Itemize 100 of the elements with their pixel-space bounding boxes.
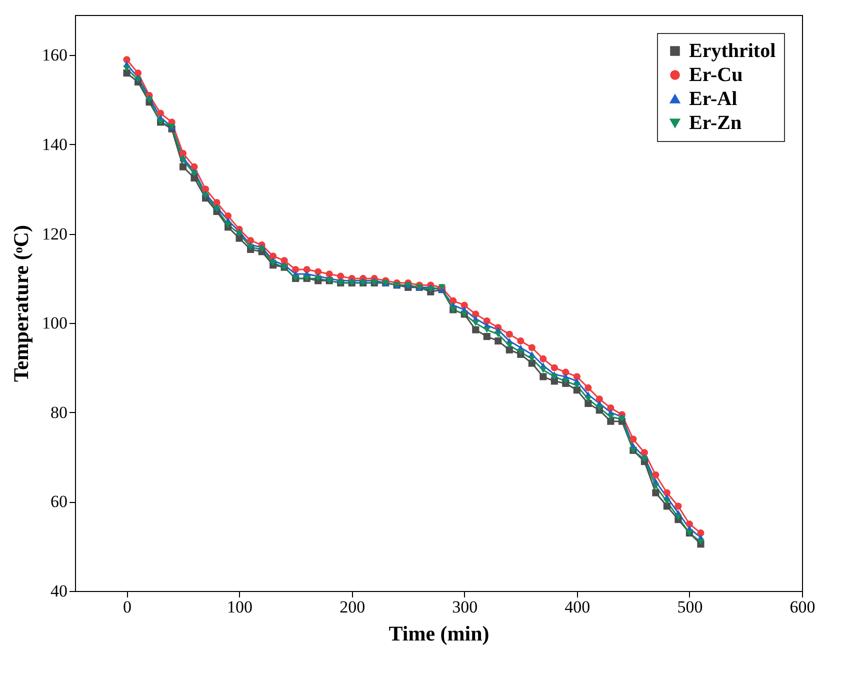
- point: [528, 360, 536, 367]
- point: [607, 418, 614, 425]
- y-tick-label: 40: [50, 582, 68, 600]
- point: [280, 257, 288, 264]
- point: [472, 326, 480, 334]
- point: [190, 163, 198, 170]
- point: [573, 386, 580, 394]
- point: [517, 337, 524, 344]
- point: [697, 529, 704, 536]
- point: [303, 266, 310, 274]
- point: [460, 302, 468, 309]
- point: [528, 356, 536, 362]
- point: [202, 186, 210, 193]
- point: [483, 317, 490, 324]
- x-tick-label: 400: [564, 598, 590, 616]
- y-axis-title: Temperature (ᵒC): [9, 224, 33, 382]
- point: [180, 150, 187, 157]
- y-tick-label: 160: [42, 46, 68, 65]
- y-tick-label: 120: [42, 224, 68, 244]
- y-tick-label: 140: [42, 134, 68, 154]
- point: [528, 344, 536, 352]
- point: [584, 396, 592, 402]
- point: [652, 483, 660, 490]
- legend-label: Er-Cu: [689, 64, 743, 86]
- point: [156, 110, 164, 117]
- point: [123, 66, 130, 72]
- point: [224, 212, 232, 220]
- point: [596, 404, 603, 411]
- point: [652, 471, 660, 478]
- point: [640, 449, 648, 456]
- point: [190, 170, 198, 177]
- y-tick-label: 60: [50, 492, 68, 512]
- x-tick-label: 200: [340, 598, 366, 616]
- point: [337, 272, 344, 280]
- point: [270, 252, 277, 260]
- point: [483, 326, 490, 333]
- point: [550, 378, 558, 385]
- point: [663, 502, 670, 510]
- point: [506, 346, 513, 354]
- point: [494, 331, 502, 338]
- point: [236, 234, 243, 242]
- x-tick-label: 300: [452, 598, 478, 616]
- point: [573, 373, 580, 380]
- point: [562, 378, 570, 384]
- point: [494, 337, 502, 344]
- point: [618, 416, 626, 422]
- point: [247, 244, 254, 250]
- point: [472, 320, 480, 326]
- point: [640, 456, 648, 462]
- legend-label: Erythritol: [689, 40, 776, 62]
- x-tick-label: 0: [123, 598, 132, 616]
- legend-label: Er-Zn: [689, 112, 742, 134]
- point: [314, 268, 322, 276]
- point: [607, 404, 614, 412]
- point: [607, 414, 614, 420]
- point: [540, 355, 547, 362]
- point: [506, 342, 513, 348]
- point: [224, 222, 232, 228]
- x-tick-label: 600: [790, 598, 816, 616]
- point: [573, 382, 580, 389]
- point: [584, 384, 592, 392]
- point: [540, 366, 547, 374]
- point: [213, 206, 220, 212]
- point: [314, 275, 322, 282]
- point: [686, 520, 693, 528]
- point: [550, 364, 558, 372]
- point: [540, 373, 547, 380]
- point: [517, 349, 524, 356]
- point: [674, 514, 682, 520]
- point: [123, 56, 130, 64]
- point: [663, 498, 670, 505]
- point: [247, 236, 254, 244]
- point: [292, 266, 300, 274]
- point: [123, 70, 130, 77]
- point: [472, 310, 480, 318]
- point: [180, 157, 187, 164]
- x-axis-title: Time (min): [388, 622, 490, 646]
- x-tick-label: 500: [677, 598, 703, 616]
- point: [213, 199, 220, 206]
- point: [652, 489, 660, 496]
- x-tick-label: 100: [227, 598, 253, 616]
- point: [630, 436, 637, 443]
- point: [190, 174, 198, 182]
- point: [674, 502, 682, 510]
- point: [550, 374, 558, 380]
- point: [450, 297, 457, 304]
- point: [584, 400, 592, 407]
- y-tick-label: 80: [50, 402, 68, 422]
- point: [506, 330, 513, 338]
- point: [326, 270, 333, 278]
- point: [596, 395, 603, 403]
- point: [134, 76, 142, 83]
- y-tick-label: 100: [42, 314, 68, 333]
- point: [562, 368, 570, 376]
- point: [134, 70, 142, 77]
- point: [483, 332, 490, 340]
- point: [697, 538, 704, 545]
- point: [663, 489, 670, 496]
- point: [427, 286, 434, 293]
- legend-label: Er-Al: [689, 88, 738, 110]
